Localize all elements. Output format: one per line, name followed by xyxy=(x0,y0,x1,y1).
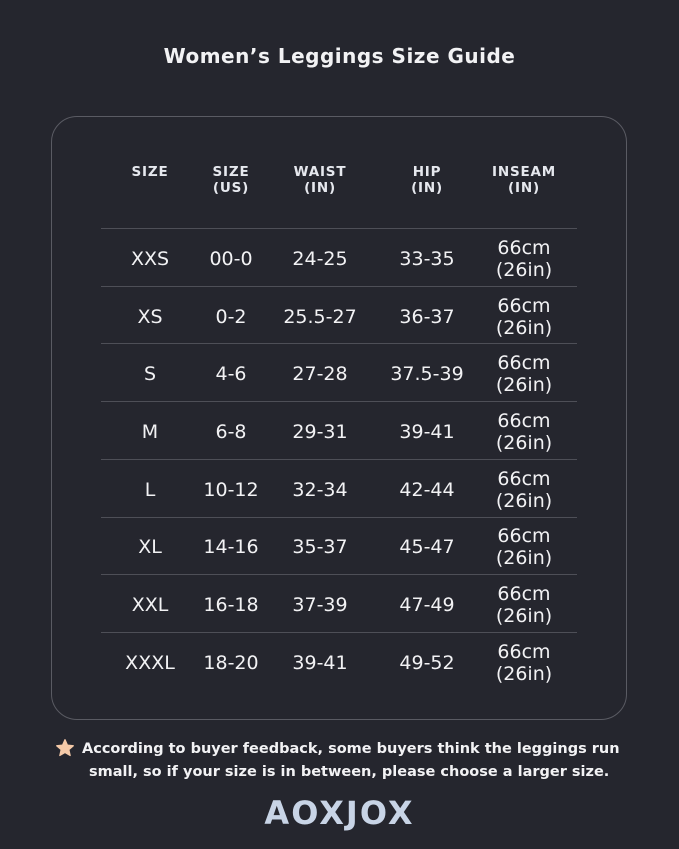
cell-hip: 42-44 xyxy=(399,478,455,501)
cell-inseam: 66cm (26in) xyxy=(496,583,552,627)
inseam-value: (26in) xyxy=(495,431,553,454)
cell-size: S xyxy=(143,363,157,386)
cell-inseam: 66cm (26in) xyxy=(496,352,552,396)
note-line-1: According to buyer feedback, some buyers… xyxy=(82,741,620,757)
inseam-value: 66cm xyxy=(497,236,551,259)
column-header: SIZE (US) xyxy=(213,164,250,196)
header-unit: (IN) xyxy=(304,180,336,196)
cell-hip: 39-41 xyxy=(399,420,455,443)
header-label: SIZE xyxy=(212,164,250,180)
header-label: SIZE xyxy=(131,164,169,180)
cell-inseam: 66cm (26in) xyxy=(496,410,552,454)
note-line-2: small, so if your size is in between, pl… xyxy=(89,764,610,780)
inseam-value: 66cm xyxy=(497,583,551,606)
cell-size: XL xyxy=(138,536,162,559)
size-table-frame xyxy=(51,116,627,720)
inseam-value: 66cm xyxy=(497,352,551,375)
cell-size: XS xyxy=(137,305,163,328)
cell-us: 18-20 xyxy=(203,651,259,674)
row-divider xyxy=(101,574,577,576)
cell-waist: 27-28 xyxy=(292,363,348,386)
cell-inseam: 66cm (26in) xyxy=(496,641,552,685)
cell-waist: 35-37 xyxy=(292,536,348,559)
header-unit: (IN) xyxy=(411,180,443,196)
cell-waist: 37-39 xyxy=(292,594,348,617)
inseam-value: (26in) xyxy=(495,374,553,397)
cell-size: L xyxy=(144,478,156,501)
row-divider xyxy=(101,458,577,460)
inseam-value: (26in) xyxy=(495,489,553,512)
cell-us: 4-6 xyxy=(215,363,247,386)
star-icon xyxy=(56,739,74,757)
row-divider xyxy=(101,228,577,229)
inseam-value: (26in) xyxy=(495,605,553,628)
cell-hip: 49-52 xyxy=(399,651,455,674)
row-divider xyxy=(101,516,577,518)
header-unit: (US) xyxy=(212,180,250,196)
cell-hip: 36-37 xyxy=(399,305,455,328)
cell-size: XXXL xyxy=(125,651,175,674)
row-divider xyxy=(101,631,577,633)
cell-hip: 47-49 xyxy=(399,594,455,617)
inseam-value: 66cm xyxy=(497,294,551,317)
cell-size: XXS xyxy=(130,247,170,270)
inseam-value: (26in) xyxy=(495,316,553,339)
row-divider xyxy=(101,285,577,287)
cell-us: 6-8 xyxy=(215,420,247,443)
cell-inseam: 66cm (26in) xyxy=(496,295,552,339)
header-label: HIP xyxy=(412,164,442,180)
cell-hip: 45-47 xyxy=(399,536,455,559)
cell-waist: 25.5-27 xyxy=(283,305,357,328)
column-header: INSEAM (IN) xyxy=(492,164,556,196)
inseam-value: 66cm xyxy=(497,409,551,432)
column-header: SIZE xyxy=(132,164,169,180)
cell-inseam: 66cm (26in) xyxy=(496,525,552,569)
row-divider xyxy=(101,401,577,403)
cell-us: 10-12 xyxy=(203,478,259,501)
cell-us: 16-18 xyxy=(203,594,259,617)
cell-inseam: 66cm (26in) xyxy=(496,237,552,281)
cell-inseam: 66cm (26in) xyxy=(496,468,552,512)
inseam-value: (26in) xyxy=(495,258,553,281)
cell-us: 0-2 xyxy=(215,305,247,328)
cell-waist: 24-25 xyxy=(292,247,348,270)
cell-hip: 33-35 xyxy=(399,247,455,270)
row-divider xyxy=(101,343,577,345)
header-label: WAIST xyxy=(293,164,347,180)
cell-waist: 39-41 xyxy=(292,651,348,674)
inseam-value: 66cm xyxy=(497,525,551,548)
inseam-value: 66cm xyxy=(497,640,551,663)
cell-us: 00-0 xyxy=(209,247,253,270)
cell-us: 14-16 xyxy=(203,536,259,559)
cell-size: M xyxy=(141,420,159,443)
page-title: Women’s Leggings Size Guide xyxy=(163,44,516,68)
header-label: INSEAM xyxy=(492,164,556,180)
cell-waist: 32-34 xyxy=(292,478,348,501)
brand-logo: AOXJOX xyxy=(264,794,415,832)
inseam-value: (26in) xyxy=(495,662,553,685)
cell-waist: 29-31 xyxy=(292,420,348,443)
header-unit: (IN) xyxy=(508,180,540,196)
column-header: HIP (IN) xyxy=(411,164,443,196)
cell-size: XXL xyxy=(131,594,169,617)
inseam-value: (26in) xyxy=(495,547,553,570)
cell-hip: 37.5-39 xyxy=(390,363,464,386)
inseam-value: 66cm xyxy=(497,467,551,490)
column-header: WAIST (IN) xyxy=(294,164,347,196)
